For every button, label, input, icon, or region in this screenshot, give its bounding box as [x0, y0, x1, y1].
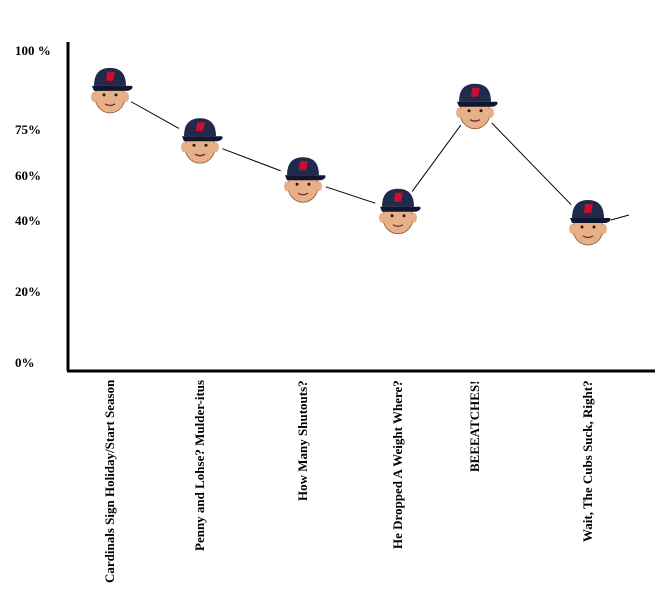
x-tick-label: Wait, The Cubs Suck, Right?: [580, 380, 595, 542]
data-point-face: [284, 157, 326, 203]
y-tick-label: 20%: [15, 284, 41, 299]
y-tick-label: 100 %: [15, 43, 51, 58]
y-tick-label: 0%: [15, 355, 35, 370]
x-tick-label: He Dropped A Weight Where?: [390, 380, 405, 549]
data-point-face: [91, 67, 133, 114]
data-point-face: [569, 200, 611, 246]
x-tick-label: BEEEATCHES!: [467, 380, 482, 472]
y-tick-label: 75%: [15, 122, 41, 137]
x-tick-label: How Many Shutouts?: [295, 380, 310, 501]
line-segment: [222, 148, 281, 172]
x-tick-label: Penny and Lohse? Mulder-itus: [192, 379, 207, 551]
data-point-face: [379, 188, 421, 235]
y-tick-label: 60%: [15, 168, 41, 183]
x-tick-label: Cardinals Sign Holiday/Start Season: [102, 379, 117, 583]
line-segment: [130, 101, 180, 129]
line-segment: [491, 122, 572, 206]
data-point-face: [181, 118, 223, 164]
y-tick-label: 40%: [15, 213, 41, 228]
line-segment: [325, 186, 376, 204]
line-segment-trailing: [610, 214, 630, 221]
line-segment: [411, 124, 462, 192]
data-point-face: [456, 83, 498, 130]
